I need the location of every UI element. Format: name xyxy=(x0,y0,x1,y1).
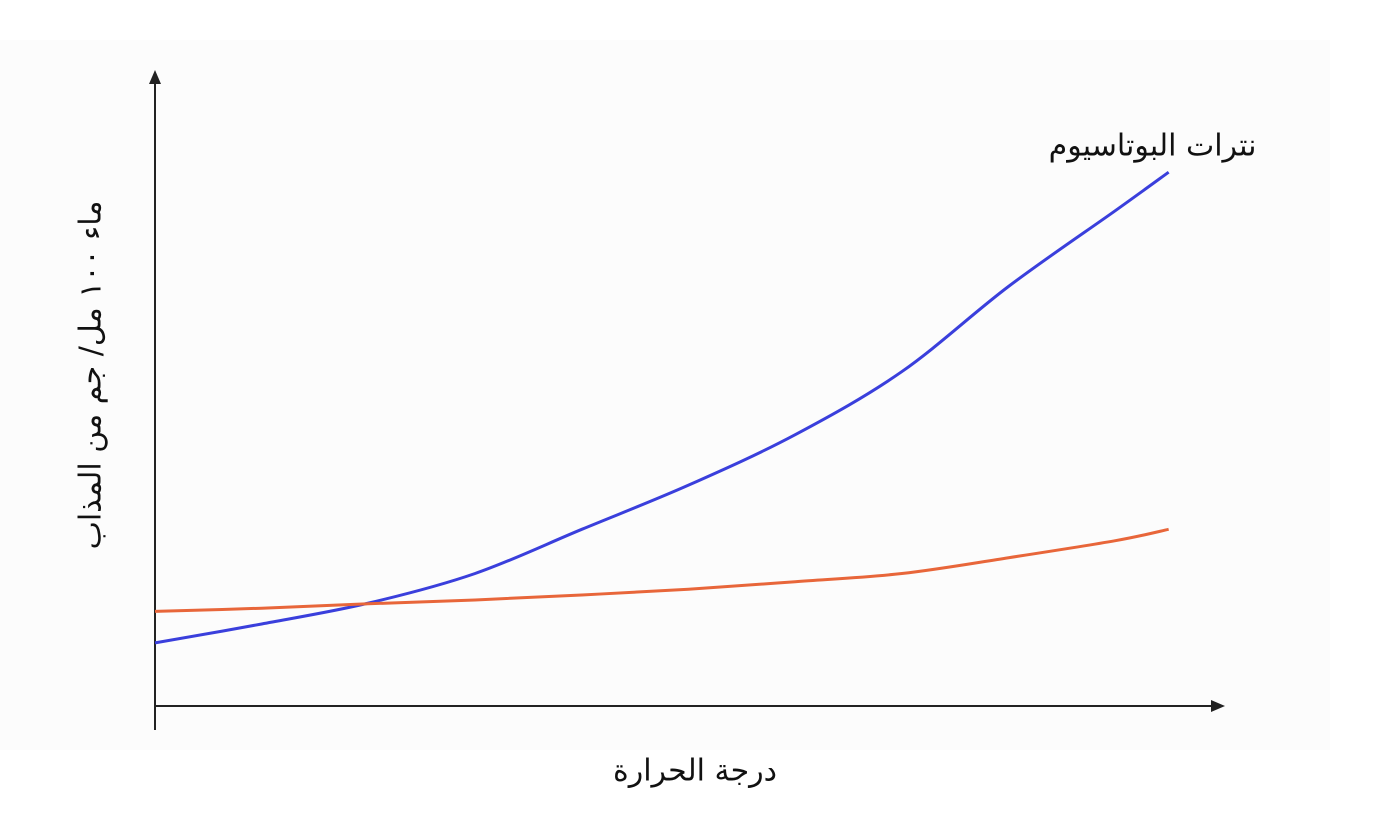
series-line xyxy=(154,170,1170,645)
x-axis-label: درجة الحرارة xyxy=(613,754,777,789)
series-label: كلوريد الصوديوم xyxy=(1386,451,1388,486)
y-axis-arrow xyxy=(149,70,161,84)
y-axis-label: ماء ١٠٠ مل/ جم من المذاب xyxy=(74,201,109,550)
series-label: نترات البوتاسيوم xyxy=(1049,129,1257,164)
series-line xyxy=(154,527,1169,613)
x-axis-arrow xyxy=(1211,700,1225,712)
